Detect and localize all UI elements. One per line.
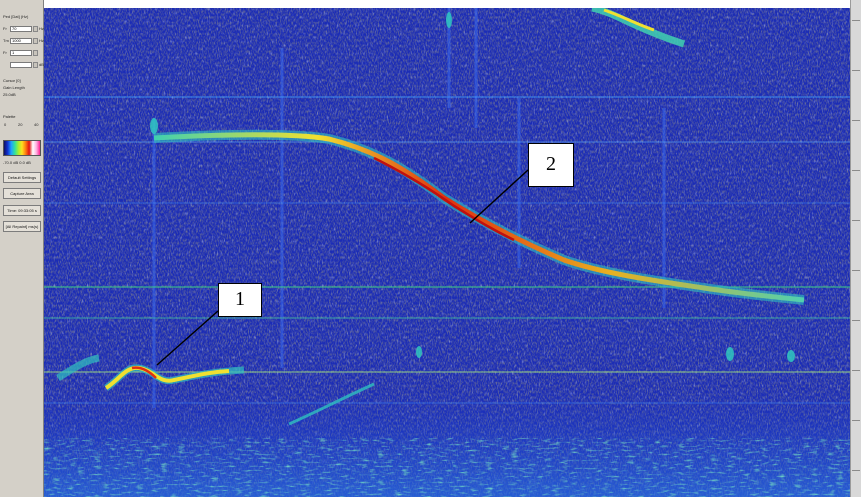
- scale-tick: [852, 170, 860, 171]
- spinner-unit: dB: [39, 62, 44, 67]
- color-palette-bar[interactable]: [3, 140, 41, 156]
- scale-tick: [852, 220, 860, 221]
- annotation-1-pointer: [156, 310, 219, 366]
- palette-scale-max: 40: [34, 122, 39, 127]
- track-2: [153, 132, 805, 303]
- scale-tick: [852, 70, 860, 71]
- spinner-label: Fr: [3, 26, 7, 31]
- bright-impulses: [150, 12, 795, 362]
- palette-caption: -70.0 dB 0.0 dB: [3, 160, 31, 165]
- palette-scale-mid: 20: [18, 122, 23, 127]
- time-spinner[interactable]: Tm 1000 Hz: [3, 38, 44, 44]
- spinner-arrows-icon[interactable]: [33, 50, 38, 56]
- control-panel: Ped [Dat] (Hz) Fr 70 Hz Tm 1000 Hz Fr 1 …: [0, 0, 44, 497]
- frequency-spinner[interactable]: Fr 70 Hz: [3, 26, 44, 32]
- gain-value: 25.0dB: [3, 92, 16, 97]
- short-track-top: [591, 8, 686, 48]
- track-1-core: [131, 366, 157, 379]
- spectrogram-canvas[interactable]: [44, 8, 850, 497]
- palette-scale-min: 0: [4, 122, 7, 127]
- gain-info: Gain Length: [3, 85, 25, 90]
- faint-track: [288, 382, 375, 426]
- capture-area-button[interactable]: Capture Area: [3, 188, 41, 199]
- annotation-2-pointer: [469, 169, 529, 224]
- panel-header: Ped [Dat] (Hz): [3, 14, 29, 19]
- spinner-value[interactable]: 1000: [10, 38, 32, 44]
- palette-label: Palette: [3, 114, 16, 119]
- scale-tick: [852, 370, 860, 371]
- spinner-unit: Hz: [39, 26, 44, 31]
- scale-tick: [852, 120, 860, 121]
- scale-tick: [852, 470, 860, 471]
- scale-tick: [852, 270, 860, 271]
- time-button[interactable]: Time: 09:33:05 s: [3, 205, 41, 216]
- spectrogram-display[interactable]: [44, 8, 850, 497]
- cursor-info: Cursor [0]: [3, 78, 21, 83]
- spinner-label: Tm: [3, 38, 9, 43]
- spinner-value[interactable]: 1: [10, 50, 32, 56]
- spinner-arrows-icon[interactable]: [33, 38, 38, 44]
- horizontal-hum-lines: [44, 96, 850, 404]
- track-1: [104, 365, 230, 390]
- low-frequency-noise: [44, 438, 850, 497]
- scale-tick: [852, 20, 860, 21]
- scale-tick: [852, 420, 860, 421]
- annotation-label-1: 1: [218, 283, 262, 317]
- db-spinner[interactable]: dB: [3, 62, 44, 68]
- factor-spinner[interactable]: Fr 1: [3, 50, 41, 56]
- short-track-top-core: [603, 8, 655, 32]
- spinner-arrows-icon[interactable]: [33, 62, 38, 68]
- spinner-label: Fr: [3, 50, 7, 55]
- spinner-arrows-icon[interactable]: [33, 26, 38, 32]
- repaint-button[interactable]: [All Repaint] ms(s): [3, 221, 41, 232]
- spinner-unit: Hz: [39, 38, 44, 43]
- spinner-value[interactable]: 70: [10, 26, 32, 32]
- spinner-value[interactable]: [10, 62, 32, 68]
- scale-tick: [852, 320, 860, 321]
- right-scale-strip: [850, 0, 861, 497]
- default-settings-button[interactable]: Default Settings: [3, 172, 41, 183]
- annotation-label-2: 2: [528, 143, 574, 187]
- track-2-core: [373, 156, 515, 242]
